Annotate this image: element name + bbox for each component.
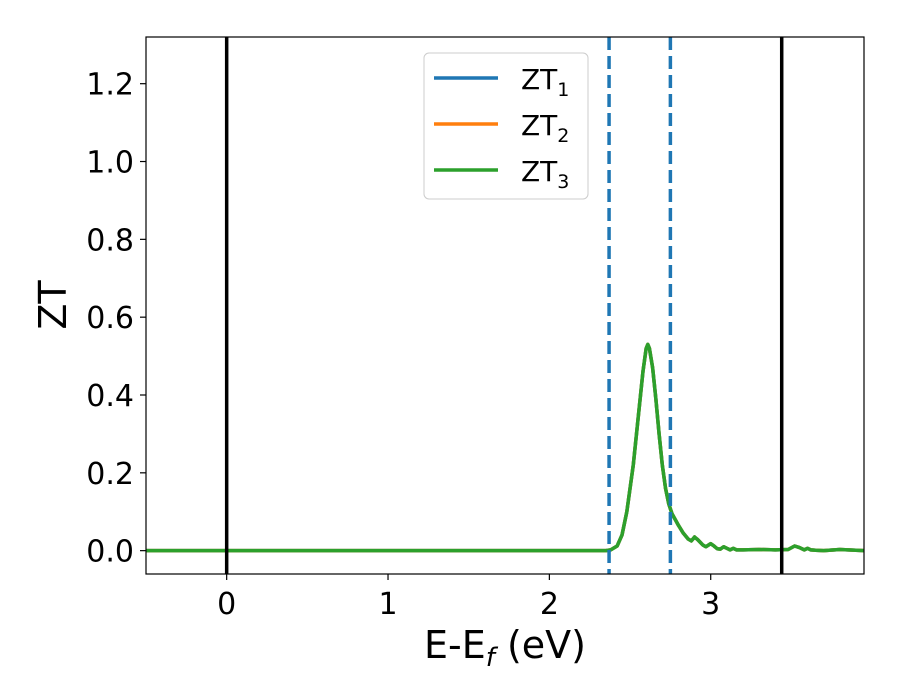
- y-tick-label: 1.2: [86, 68, 134, 103]
- legend-label-zt1: ZT1: [521, 63, 569, 101]
- x-tick-label: 0: [217, 587, 236, 622]
- y-axis-title: ZT: [31, 280, 75, 330]
- plot-layer: [146, 37, 865, 574]
- x-axis-title: E-Ef (eV): [424, 623, 586, 673]
- x-tick-label: 2: [540, 587, 559, 622]
- y-tick-label: 1.0: [86, 146, 134, 181]
- series-line-zt2: [146, 342, 865, 553]
- legend-frame: [423, 52, 589, 200]
- y-tick-label: 0.2: [86, 457, 134, 492]
- series-line-zt3: [146, 342, 865, 553]
- ticks-layer: 0 1 2 3 0.0 0.2 0.4 0.6 0.8 1.0 1.2: [86, 68, 720, 622]
- legend-label-zt2: ZT2: [521, 109, 569, 147]
- legend: ZT1 ZT2 ZT3: [423, 52, 589, 200]
- y-tick-label: 0.4: [86, 379, 134, 414]
- y-tick-label: 0.0: [86, 535, 134, 570]
- x-tick-label: 3: [701, 587, 720, 622]
- y-tick-label: 0.8: [86, 223, 134, 258]
- legend-label-zt3: ZT3: [521, 155, 569, 193]
- x-tick-label: 1: [378, 587, 397, 622]
- plot-area-frame: [145, 36, 865, 575]
- y-tick-label: 0.6: [86, 301, 134, 336]
- series-line-zt1: [146, 342, 865, 553]
